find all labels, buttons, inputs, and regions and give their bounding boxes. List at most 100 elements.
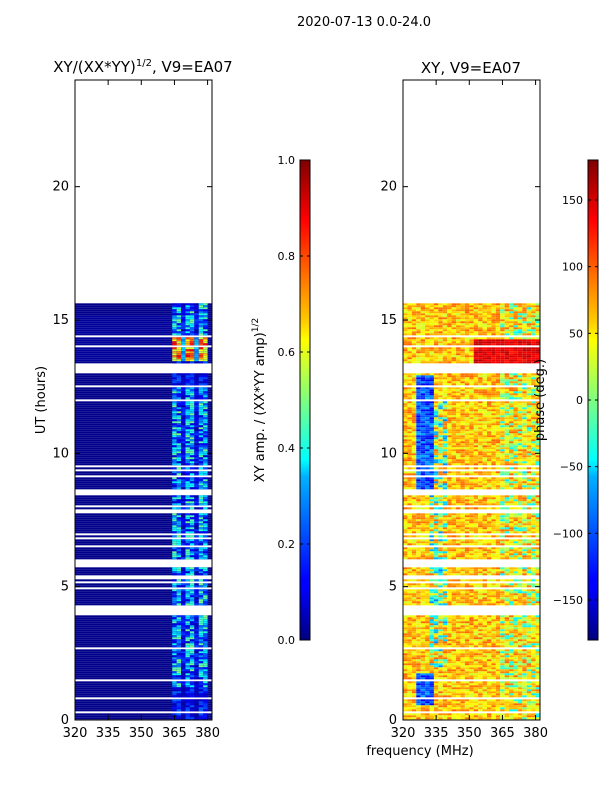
phase-cell	[438, 313, 443, 316]
phase-cell	[425, 419, 430, 422]
amplitude-cell	[189, 429, 195, 432]
amplitude-cell	[176, 649, 182, 652]
phase-cell	[442, 383, 448, 386]
phase-cell	[486, 405, 492, 408]
amplitude-cell	[172, 535, 177, 538]
phase-cell	[407, 319, 412, 322]
phase-cell	[469, 555, 474, 558]
phase-cell	[500, 499, 505, 502]
phase-cell	[403, 557, 408, 560]
amplitude-cell	[194, 481, 199, 484]
amplitude-cell	[181, 303, 186, 306]
amplitude-cell	[203, 555, 208, 558]
phase-cell	[425, 333, 430, 336]
phase-cell	[447, 553, 452, 556]
amplitude-cell	[203, 311, 208, 314]
amplitude-cell	[176, 305, 182, 308]
amplitude-cell	[185, 539, 190, 542]
phase-cell	[433, 571, 439, 574]
phase-cell	[429, 449, 434, 452]
amplitude-cell	[176, 337, 182, 340]
phase-cell	[403, 325, 408, 328]
phase-cell	[438, 341, 443, 344]
amplitude-cell	[176, 473, 182, 476]
amplitude-cell	[185, 387, 190, 390]
phase-cell	[464, 401, 470, 404]
phase-cell	[531, 555, 536, 558]
phase-cell	[456, 309, 461, 312]
phase-cell	[513, 407, 518, 410]
phase-cell	[447, 451, 452, 454]
phase-cell	[486, 541, 492, 544]
phase-cell	[411, 557, 417, 560]
phase-cell	[403, 331, 408, 334]
phase-cell	[416, 571, 421, 574]
phase-cell	[478, 333, 483, 336]
phase-cell	[522, 419, 527, 422]
phase-cell	[403, 349, 408, 352]
amplitude-cell	[176, 427, 182, 430]
amplitude-cell	[176, 517, 182, 520]
phase-cell	[526, 393, 532, 396]
phase-cell	[509, 541, 514, 544]
phase-cell	[469, 309, 474, 312]
amplitude-cell	[198, 531, 204, 534]
phase-cell	[460, 499, 465, 502]
phase-cell	[451, 467, 457, 470]
phase-cell	[473, 333, 479, 336]
phase-cell	[442, 359, 448, 362]
amplitude-cell	[194, 717, 199, 720]
phase-cell	[522, 427, 527, 430]
phase-cell	[478, 331, 483, 334]
phase-cell	[411, 307, 417, 310]
phase-cell	[495, 389, 501, 392]
phase-cell	[513, 451, 518, 454]
amplitude-cell	[185, 453, 190, 456]
amplitude-cell	[185, 439, 190, 442]
amplitude-cell	[194, 387, 199, 390]
amplitude-cell	[203, 397, 208, 400]
phase-cell	[491, 513, 496, 516]
phase-cell	[456, 481, 461, 484]
phase-cell	[486, 483, 492, 486]
phase-cell	[433, 527, 439, 530]
phase-cell	[451, 377, 457, 380]
amplitude-row	[75, 637, 212, 640]
phase-cell	[464, 397, 470, 400]
amplitude-cell	[176, 323, 182, 326]
amplitude-cell	[181, 339, 186, 342]
amplitude-cell	[172, 583, 177, 586]
phase-cell	[535, 443, 540, 446]
amplitude-cell	[176, 529, 182, 532]
phase-cell	[517, 535, 523, 538]
phase-cell	[486, 487, 492, 490]
phase-cell	[535, 499, 540, 502]
phase-cell	[403, 553, 408, 556]
phase-cell	[491, 355, 496, 358]
amplitude-cell	[189, 361, 195, 364]
phase-cell	[504, 499, 510, 502]
phase-cell	[504, 557, 510, 560]
amplitude-cell	[189, 451, 195, 454]
phase-cell	[433, 337, 439, 340]
phase-cell	[451, 303, 457, 306]
phase-cell	[517, 405, 523, 408]
amplitude-cell	[189, 591, 195, 594]
phase-cell	[491, 451, 496, 454]
amplitude-cell	[189, 701, 195, 704]
amplitude-cell	[198, 483, 204, 486]
phase-cell	[442, 421, 448, 424]
phase-cell	[469, 423, 474, 426]
amplitude-cell	[203, 377, 208, 380]
phase-cell	[500, 311, 505, 314]
phase-cell	[456, 439, 461, 442]
phase-cell	[473, 439, 479, 442]
phase-cell	[407, 351, 412, 354]
phase-cell	[482, 437, 487, 440]
amplitude-cell	[194, 523, 199, 526]
phase-cell	[407, 311, 412, 314]
amplitude-cell	[181, 443, 186, 446]
phase-cell	[469, 449, 474, 452]
phase-cell	[451, 323, 457, 326]
phase-cell	[491, 521, 496, 524]
